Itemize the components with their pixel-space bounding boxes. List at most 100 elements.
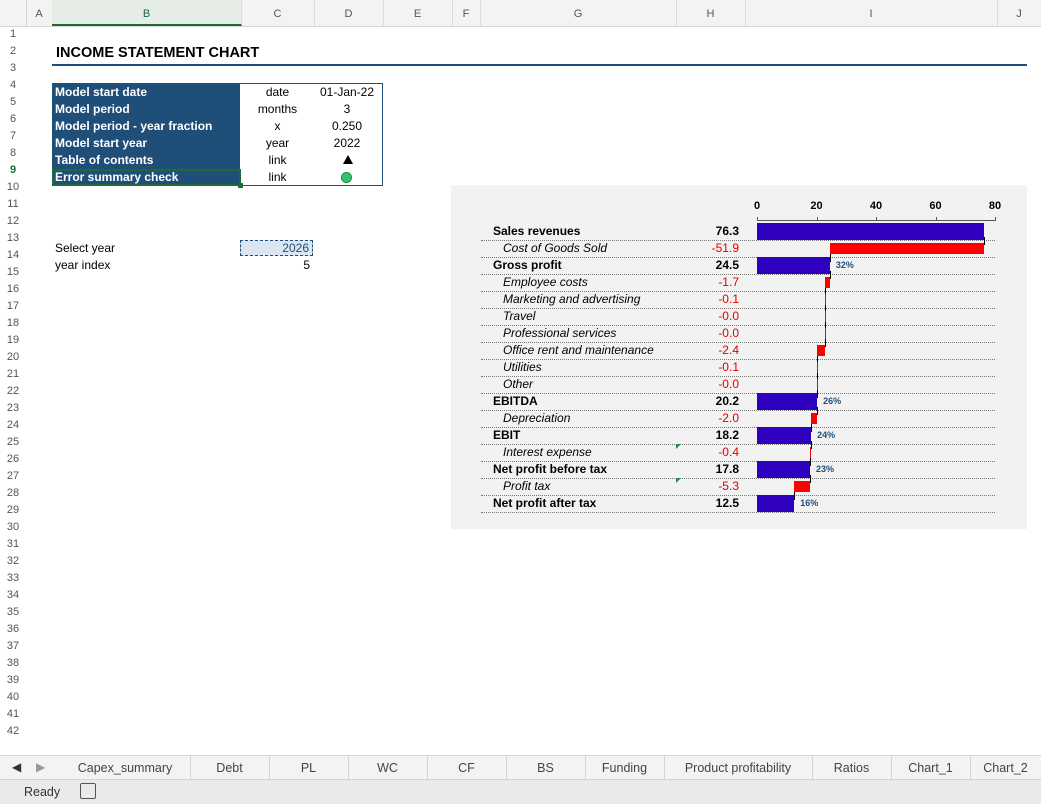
chart-data-label[interactable]: -1.7 bbox=[718, 275, 739, 289]
chart-row-label[interactable]: Marketing and advertising bbox=[503, 292, 641, 306]
chart-row-label[interactable]: Interest expense bbox=[503, 445, 592, 459]
sheet-tab[interactable]: CF bbox=[427, 756, 507, 780]
info-unit-months[interactable]: months bbox=[257, 102, 298, 116]
column-header-g[interactable]: G bbox=[480, 0, 677, 26]
info-value-start-date[interactable]: 01-Jan-22 bbox=[319, 85, 375, 99]
row-header-11[interactable]: 11 bbox=[7, 198, 19, 210]
column-header-f[interactable]: F bbox=[452, 0, 481, 26]
sheet-tab[interactable]: Chart_2 bbox=[970, 756, 1041, 780]
row-header-34[interactable]: 34 bbox=[6, 589, 20, 601]
sheet-tab[interactable]: Product profitability bbox=[664, 756, 813, 780]
macro-record-icon[interactable] bbox=[80, 783, 96, 799]
chart-row-label[interactable]: Net profit after tax bbox=[493, 496, 597, 510]
chart-row-label[interactable]: Profit tax bbox=[503, 479, 551, 493]
row-header-26[interactable]: 26 bbox=[6, 453, 20, 465]
column-header-d[interactable]: D bbox=[314, 0, 384, 26]
row-header-12[interactable]: 12 bbox=[6, 215, 20, 227]
row-header-28[interactable]: 28 bbox=[6, 487, 20, 499]
chart-data-label[interactable]: -0.1 bbox=[718, 360, 739, 374]
chart-data-label[interactable]: -0.0 bbox=[718, 377, 739, 391]
row-header-10[interactable]: 10 bbox=[6, 181, 20, 193]
column-header-a[interactable]: A bbox=[26, 0, 53, 26]
info-value-start-year[interactable]: 2022 bbox=[333, 136, 361, 150]
sheet-tab[interactable]: Chart_1 bbox=[891, 756, 971, 780]
row-header-31[interactable]: 31 bbox=[6, 538, 20, 550]
chart-data-label[interactable]: 18.2 bbox=[715, 428, 739, 442]
chart-data-label[interactable]: 24.5 bbox=[715, 258, 739, 272]
row-header-7[interactable]: 7 bbox=[9, 130, 17, 142]
row-header-40[interactable]: 40 bbox=[6, 691, 20, 703]
row-header-41[interactable]: 41 bbox=[6, 708, 20, 720]
chart-row-label[interactable]: EBIT bbox=[493, 428, 521, 442]
chart-row-label[interactable]: EBITDA bbox=[493, 394, 538, 408]
row-header-17[interactable]: 17 bbox=[6, 300, 20, 312]
next-sheet-icon[interactable]: ▶ bbox=[36, 760, 46, 774]
sheet-tab[interactable]: Ratios bbox=[812, 756, 892, 780]
select-all-corner[interactable] bbox=[0, 0, 27, 26]
chart-data-label[interactable]: -51.9 bbox=[711, 241, 739, 255]
chart-row-label[interactable]: Other bbox=[503, 377, 534, 391]
column-header-c[interactable]: C bbox=[241, 0, 315, 26]
chart-row-label[interactable]: Net profit before tax bbox=[493, 462, 608, 476]
row-header-33[interactable]: 33 bbox=[6, 572, 20, 584]
row-header-18[interactable]: 18 bbox=[6, 317, 20, 329]
row-header-36[interactable]: 36 bbox=[6, 623, 20, 635]
info-value-year-fraction[interactable]: 0.250 bbox=[331, 119, 363, 133]
row-header-25[interactable]: 25 bbox=[6, 436, 20, 448]
column-header-e[interactable]: E bbox=[383, 0, 453, 26]
row-header-16[interactable]: 16 bbox=[6, 283, 20, 295]
chart-data-label[interactable]: -0.0 bbox=[718, 309, 739, 323]
row-header-27[interactable]: 27 bbox=[6, 470, 20, 482]
row-header-6[interactable]: 6 bbox=[9, 113, 17, 125]
up-arrow-icon[interactable] bbox=[343, 155, 353, 164]
info-unit-year[interactable]: year bbox=[265, 136, 290, 150]
row-header-1[interactable]: 1 bbox=[9, 28, 17, 40]
info-value-period[interactable]: 3 bbox=[343, 102, 351, 116]
chart-data-label[interactable]: -0.1 bbox=[718, 292, 739, 306]
column-header-b[interactable]: B bbox=[52, 0, 242, 26]
income-statement-chart[interactable] bbox=[451, 185, 1027, 529]
info-label-model-start-year[interactable]: Model start year bbox=[52, 135, 240, 152]
row-header-14[interactable]: 14 bbox=[6, 249, 20, 261]
chart-row-label[interactable]: Professional services bbox=[503, 326, 617, 340]
chart-row-label[interactable]: Cost of Goods Sold bbox=[503, 241, 608, 255]
chart-data-label[interactable]: 76.3 bbox=[715, 224, 739, 238]
row-header-9[interactable]: 9 bbox=[9, 164, 17, 176]
row-header-29[interactable]: 29 bbox=[6, 504, 20, 516]
info-label-year-fraction[interactable]: Model period - year fraction bbox=[52, 118, 240, 135]
info-label-model-period[interactable]: Model period bbox=[52, 101, 240, 118]
chart-row-label[interactable]: Travel bbox=[503, 309, 536, 323]
chart-data-label[interactable]: 17.8 bbox=[715, 462, 739, 476]
info-unit-x[interactable]: x bbox=[274, 119, 281, 133]
prev-sheet-icon[interactable]: ◀ bbox=[12, 760, 22, 774]
info-unit-link-toc[interactable]: link bbox=[268, 153, 287, 167]
row-header-2[interactable]: 2 bbox=[9, 45, 17, 57]
row-header-21[interactable]: 21 bbox=[6, 368, 20, 380]
row-header-39[interactable]: 39 bbox=[6, 674, 20, 686]
row-header-35[interactable]: 35 bbox=[6, 606, 20, 618]
chart-data-label[interactable]: -2.4 bbox=[718, 343, 739, 357]
chart-row-label[interactable]: Office rent and maintenance bbox=[503, 343, 654, 357]
chart-row-label[interactable]: Utilities bbox=[503, 360, 542, 374]
chart-row-label[interactable]: Depreciation bbox=[503, 411, 571, 425]
row-header-4[interactable]: 4 bbox=[9, 79, 17, 91]
info-label-model-start-date[interactable]: Model start date bbox=[52, 84, 240, 101]
row-header-32[interactable]: 32 bbox=[6, 555, 20, 567]
info-label-error-summary[interactable]: Error summary check bbox=[52, 169, 240, 186]
row-header-8[interactable]: 8 bbox=[9, 147, 17, 159]
info-unit-date[interactable]: date bbox=[265, 85, 290, 99]
info-unit-link-errors[interactable]: link bbox=[268, 170, 287, 184]
row-header-15[interactable]: 15 bbox=[6, 266, 20, 278]
row-header-19[interactable]: 19 bbox=[6, 334, 20, 346]
sheet-tab[interactable]: PL bbox=[269, 756, 349, 780]
row-header-13[interactable]: 13 bbox=[6, 232, 20, 244]
chart-data-label[interactable]: -0.0 bbox=[718, 326, 739, 340]
row-header-38[interactable]: 38 bbox=[6, 657, 20, 669]
chart-row-label[interactable]: Sales revenues bbox=[493, 224, 581, 238]
column-header-i[interactable]: I bbox=[745, 0, 998, 26]
chart-data-label[interactable]: -5.3 bbox=[718, 479, 739, 493]
column-header-j[interactable]: J bbox=[997, 0, 1041, 26]
row-header-22[interactable]: 22 bbox=[6, 385, 20, 397]
sheet-tab[interactable]: Capex_summary bbox=[60, 756, 191, 780]
chart-data-label[interactable]: 20.2 bbox=[715, 394, 739, 408]
